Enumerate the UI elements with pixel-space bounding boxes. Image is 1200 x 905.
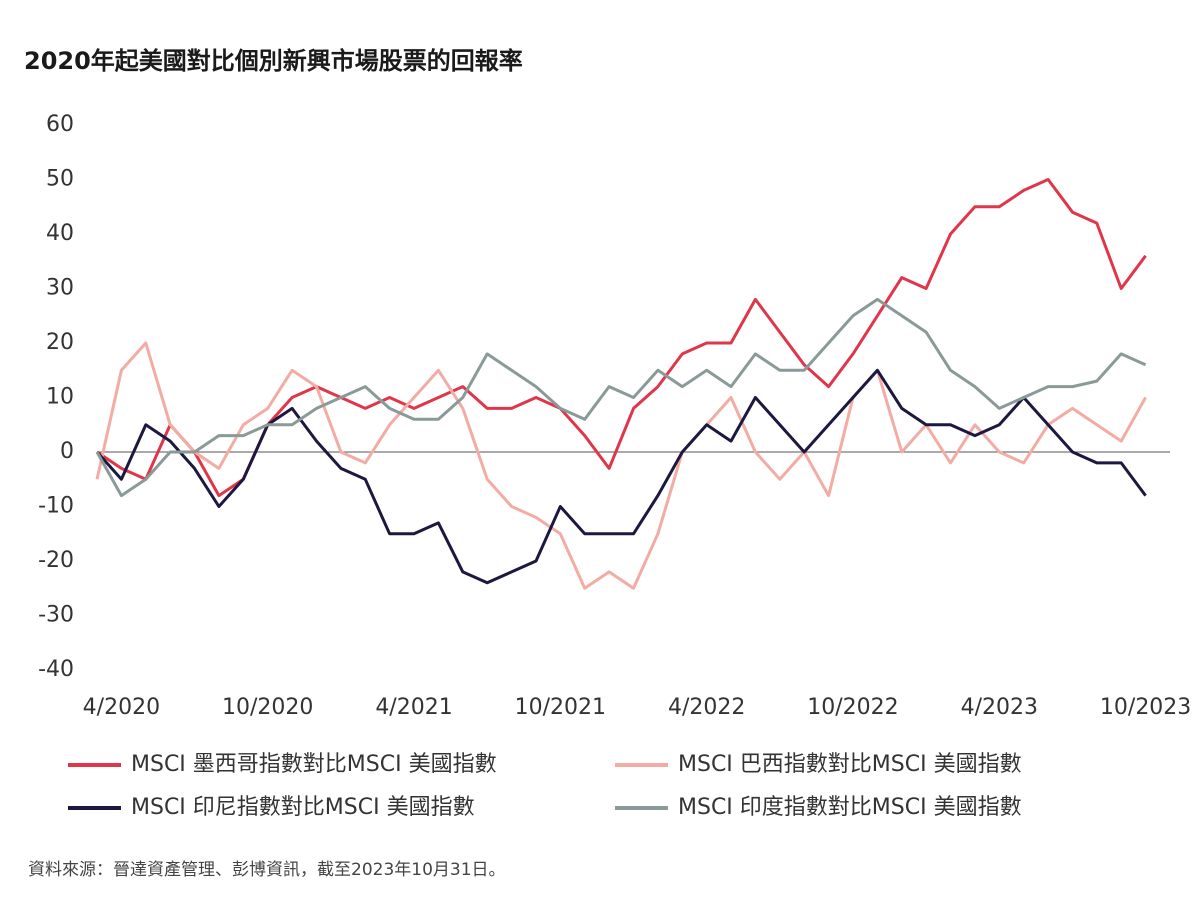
x-tick-label: 4/2020 (83, 695, 160, 720)
y-tick-label: 40 (46, 221, 74, 246)
source-note: 資料來源：晉達資產管理、彭博資訊，截至2023年10月31日。 (28, 860, 506, 880)
x-tick-label: 10/2020 (222, 695, 313, 720)
x-tick-label: 4/2021 (375, 695, 452, 720)
series-line (96, 178, 1147, 498)
chart-title: 2020年起美國對比個別新興市場股票的回報率 (24, 47, 523, 75)
y-tick-label: -10 (38, 494, 74, 519)
legend-label: MSCI 印尼指數對比MSCI 美國指數 (131, 795, 475, 820)
y-tick-label: -30 (38, 603, 74, 628)
x-tick-label: 10/2022 (807, 695, 898, 720)
y-tick-label: 20 (46, 330, 74, 355)
x-tick-label: 4/2022 (668, 695, 745, 720)
y-tick-label: 50 (46, 167, 74, 192)
y-tick-label: 0 (60, 439, 74, 464)
series-line (95, 368, 1147, 585)
y-tick-label: 30 (46, 276, 74, 301)
series-line (95, 297, 1147, 498)
legend-label: MSCI 墨西哥指數對比MSCI 美國指數 (131, 752, 497, 777)
x-tick-label: 4/2023 (961, 695, 1038, 720)
legend-label: MSCI 巴西指數對比MSCI 美國指數 (678, 752, 1022, 777)
x-tick-label: 10/2021 (515, 695, 606, 720)
y-tick-label: -40 (38, 657, 74, 682)
y-tick-label: 60 (46, 112, 74, 137)
y-tick-label: 10 (46, 385, 74, 410)
series-line (95, 341, 1147, 590)
legend-label: MSCI 印度指數對比MSCI 美國指數 (678, 795, 1022, 820)
x-tick-label: 10/2023 (1100, 695, 1191, 720)
y-tick-label: -20 (38, 548, 74, 573)
